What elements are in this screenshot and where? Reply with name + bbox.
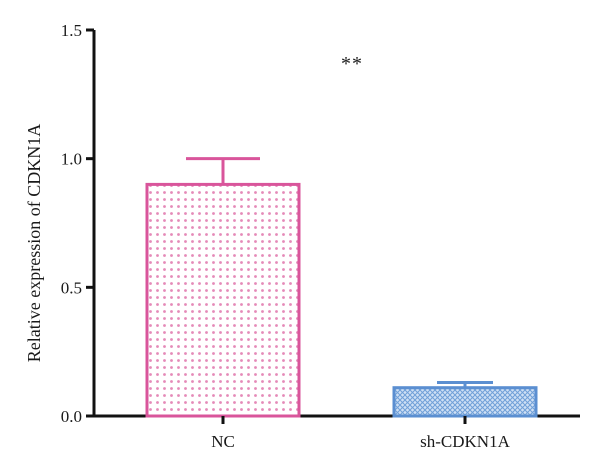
bar-sh-cdkn1a [392,386,538,418]
x-tick-label-sh-cdkn1a: sh-CDKN1A [420,432,510,451]
significance-annotation: ** [341,53,363,75]
bars [145,157,538,418]
y-tick-label: 0.0 [61,407,82,426]
y-tick-label: 1.5 [61,21,82,40]
y-ticks: 0.0 0.5 1.0 1.5 [61,21,94,426]
bar-nc [145,182,301,418]
y-tick-label: 1.0 [61,150,82,169]
x-tick-label-nc: NC [211,432,235,451]
y-tick-label: 0.5 [61,278,82,297]
x-tick-labels: NC sh-CDKN1A [211,416,511,451]
y-axis-label: Relative expression of CDKN1A [24,124,44,362]
